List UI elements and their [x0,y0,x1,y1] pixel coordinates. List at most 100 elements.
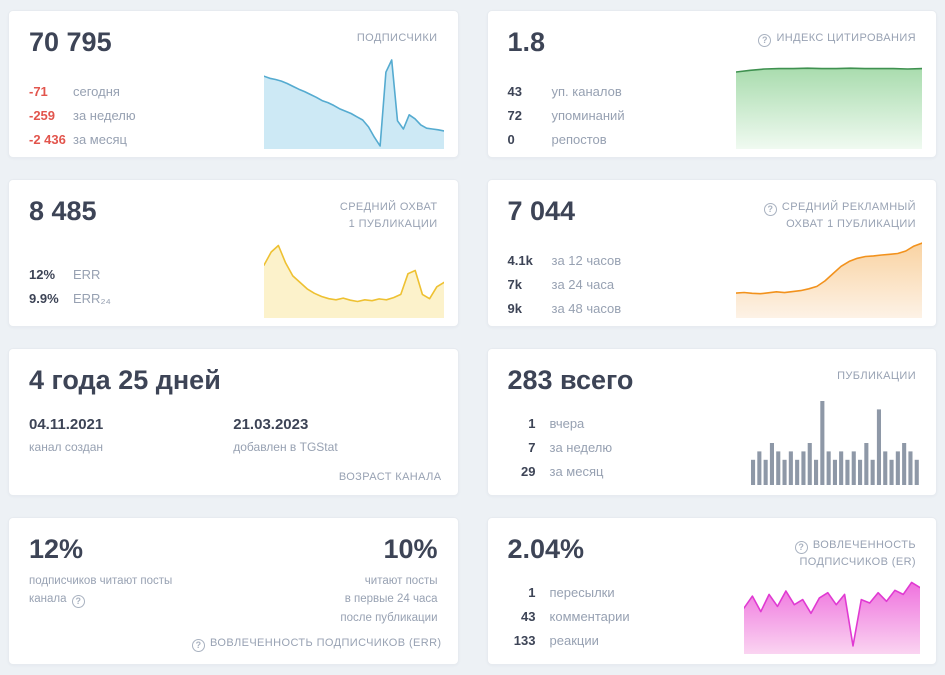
help-icon[interactable]: ? [758,34,772,47]
publications-bar-chart [750,399,920,485]
stat-value-yesterday: 1 [528,416,536,432]
ad-reach-card-title-text: СРЕДНИЙ РЕКЛАМНЫЙ ОХВАТ 1 ПУБЛИКАЦИИ [781,201,916,231]
stat-label-forwards: пересылки [549,585,615,601]
channel-age-card-title: ВОЗРАСТ КАНАЛА [338,471,442,483]
card-subscribers: 70 795 ПОДПИСЧИКИ -71 сегодня -259 за не… [8,10,459,158]
date-added-block: 21.03.2023 добавлен в TGStat [233,416,437,454]
stat-row-err: 12% ERR [29,267,438,282]
stat-value-12h: 4.1k [507,253,533,269]
stat-row-reposts: 0 репостов [508,132,917,147]
stat-value-24h: 7k [507,277,522,293]
ad-reach-stats: 4.1k за 12 часов 7k за 24 часа 9k за 48 … [508,253,917,316]
err-left-caption-text: подписчиков читают посты канала [29,575,173,606]
stat-label-month: за месяц [73,132,127,148]
card-er: 2.04% ? ВОВЛЕЧЕННОСТЬ ПОДПИСЧИКОВ (ER) 1 … [486,517,937,665]
stat-label-mentions: упоминаний [551,108,625,124]
stat-label-err: ERR [73,267,101,283]
stat-label-24h: за 24 часа [551,277,615,293]
ad-reach-card-title: ? СРЕДНИЙ РЕКЛАМНЫЙ ОХВАТ 1 ПУБЛИКАЦИИ [763,199,916,233]
subscribers-card-title: ПОДПИСЧИКИ [357,30,438,47]
stat-label-err24: ERR₂₄ [73,291,111,307]
card-channel-age: 4 года 25 дней 04.11.2021 канал создан 2… [8,348,459,496]
help-icon[interactable]: ? [763,203,777,216]
date-added-value: 21.03.2023 [233,416,309,434]
stat-row-err24: 9.9% ERR₂₄ [29,291,438,306]
stat-label-12h: за 12 часов [551,253,622,269]
stat-label-week: за неделю [73,108,136,124]
citation-card-title-text: ИНДЕКС ЦИТИРОВАНИЯ [776,32,916,44]
err-card-title-text: ВОВЛЕЧЕННОСТЬ ПОДПИСЧИКОВ (ERR) [210,637,442,649]
help-icon[interactable]: ? [794,541,808,554]
date-created-label: канал создан [29,440,104,455]
date-created-value: 04.11.2021 [29,416,104,434]
er-value: 2.04% [507,534,585,564]
stat-value-reposts: 0 [507,132,515,148]
stat-label-pub-week: за неделю [549,440,613,456]
stat-value-channels: 43 [507,84,522,100]
publications-card-title-text: ПУБЛИКАЦИИ [837,370,916,382]
stat-label-today: сегодня [73,84,120,100]
citation-sparkline-chart [736,57,922,149]
date-added-label: добавлен в TGStat [233,440,338,455]
stat-value-today: -71 [29,84,48,100]
stat-row-pub-month: 29 за месяц [508,464,917,479]
card-err: 12% подписчиков читают посты канала ? 10… [8,517,459,665]
err-right-value: 10% [383,534,438,564]
stat-value-week: -259 [29,108,56,124]
card-citation-index: 1.8 ? ИНДЕКС ЦИТИРОВАНИЯ 43 уп. каналов 7… [486,10,937,158]
stat-row-pub-week: 7 за неделю [508,440,917,455]
help-icon[interactable]: ? [192,639,206,652]
stat-value-reactions: 133 [513,633,536,649]
card-average-reach: 8 485 СРЕДНИЙ ОХВАТ 1 ПУБЛИКАЦИИ 12% ERR… [8,179,459,327]
card-ad-reach: 7 044 ? СРЕДНИЙ РЕКЛАМНЫЙ ОХВАТ 1 ПУБЛИКА… [486,179,937,327]
citation-card-title: ? ИНДЕКС ЦИТИРОВАНИЯ [758,30,916,47]
stat-value-comments: 43 [521,609,536,625]
stat-label-comments: комментарии [549,609,630,625]
stat-value-err: 12% [29,267,56,283]
stat-label-pub-month: за месяц [549,464,604,480]
stat-row-comments: 43 комментарии [508,609,917,624]
publications-stats: 1 вчера 7 за неделю 29 за месяц [508,416,917,479]
card-publications: 283 всего ПУБЛИКАЦИИ 1 вчера 7 за неделю… [486,348,937,496]
stat-label-reactions: реакции [549,633,599,649]
err-right-caption: читают посты в первые 24 часа после публ… [340,575,438,624]
date-created-block: 04.11.2021 канал создан [29,416,233,454]
er-sparkline-chart [744,576,920,654]
stat-value-pub-month: 29 [521,464,536,480]
er-card-title: ? ВОВЛЕЧЕННОСТЬ ПОДПИСЧИКОВ (ER) [794,537,916,571]
average-reach-card-title: СРЕДНИЙ ОХВАТ 1 ПУБЛИКАЦИИ [340,199,438,233]
err-left-block: 12% подписчиков читают посты канала ? [29,534,204,627]
subscribers-count: 70 795 [29,27,112,57]
stat-row-48h: 9k за 48 часов [508,301,917,316]
stat-value-pub-week: 7 [528,440,536,456]
subscribers-card-title-text: ПОДПИСЧИКИ [356,32,438,44]
stat-row-forwards: 1 пересылки [508,585,917,600]
stat-row-mentions: 72 упоминаний [508,108,917,123]
stat-row-today: -71 сегодня [29,84,438,99]
average-reach-value: 8 485 [29,196,97,226]
stat-row-yesterday: 1 вчера [508,416,917,431]
err-left-caption: подписчиков читают посты канала ? [29,572,204,609]
stat-row-reactions: 133 реакции [508,633,917,648]
average-reach-stats: 12% ERR 9.9% ERR₂₄ [29,267,438,306]
channel-age-dates: 04.11.2021 канал создан 21.03.2023 добав… [29,416,438,454]
stat-row-month: -2 436 за месяц [29,132,438,147]
stat-label-48h: за 48 часов [551,301,622,317]
stat-row-channels: 43 уп. каналов [508,84,917,99]
err-card-title: ? ВОВЛЕЧЕННОСТЬ ПОДПИСЧИКОВ (ERR) [192,637,441,652]
stat-row-24h: 7k за 24 часа [508,277,917,292]
help-icon[interactable]: ? [71,595,85,609]
citation-index-value: 1.8 [507,27,546,57]
stat-label-channels: уп. каналов [551,84,622,100]
stat-value-mentions: 72 [507,108,522,124]
er-stats: 1 пересылки 43 комментарии 133 реакции [508,585,917,648]
stat-label-reposts: репостов [551,132,607,148]
ad-reach-value: 7 044 [507,196,576,226]
average-reach-card-title-text: СРЕДНИЙ ОХВАТ 1 ПУБЛИКАЦИИ [339,201,438,231]
average-reach-sparkline-chart [263,236,444,318]
stat-value-48h: 9k [507,301,522,317]
stat-value-forwards: 1 [528,585,536,601]
ad-reach-sparkline-chart [736,234,922,318]
publications-total: 283 всего [507,365,634,395]
